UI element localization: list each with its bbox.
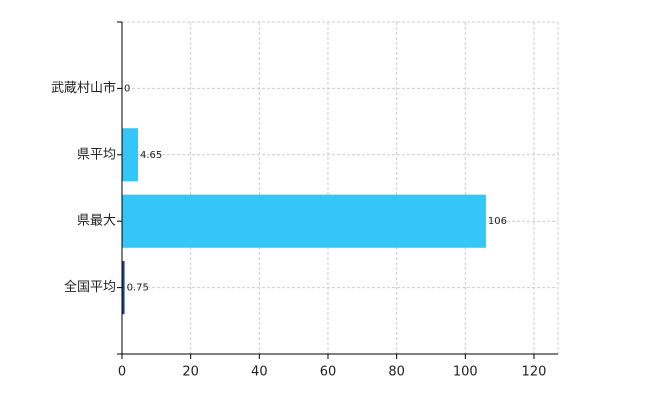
y-tick-label: 県最大: [77, 214, 116, 229]
x-tick-label: 100: [453, 365, 478, 380]
bar: [122, 128, 138, 182]
value-label: 0: [124, 83, 130, 94]
x-tick-label: 0: [118, 365, 126, 380]
x-tick-label: 80: [388, 365, 405, 380]
y-tick-label: 武蔵村山市: [51, 80, 116, 96]
bar: [122, 194, 486, 248]
x-tick-label: 40: [251, 365, 268, 380]
value-label: 106: [488, 216, 507, 227]
x-tick-label: 60: [320, 365, 337, 380]
y-tick-label: 県平均: [77, 147, 116, 162]
value-label: 4.65: [140, 150, 162, 161]
y-tick-label: 全国平均: [64, 279, 116, 295]
x-tick-label: 120: [522, 365, 547, 380]
x-tick-label: 20: [182, 365, 199, 380]
bar: [122, 261, 125, 315]
value-label: 0.75: [127, 283, 149, 294]
